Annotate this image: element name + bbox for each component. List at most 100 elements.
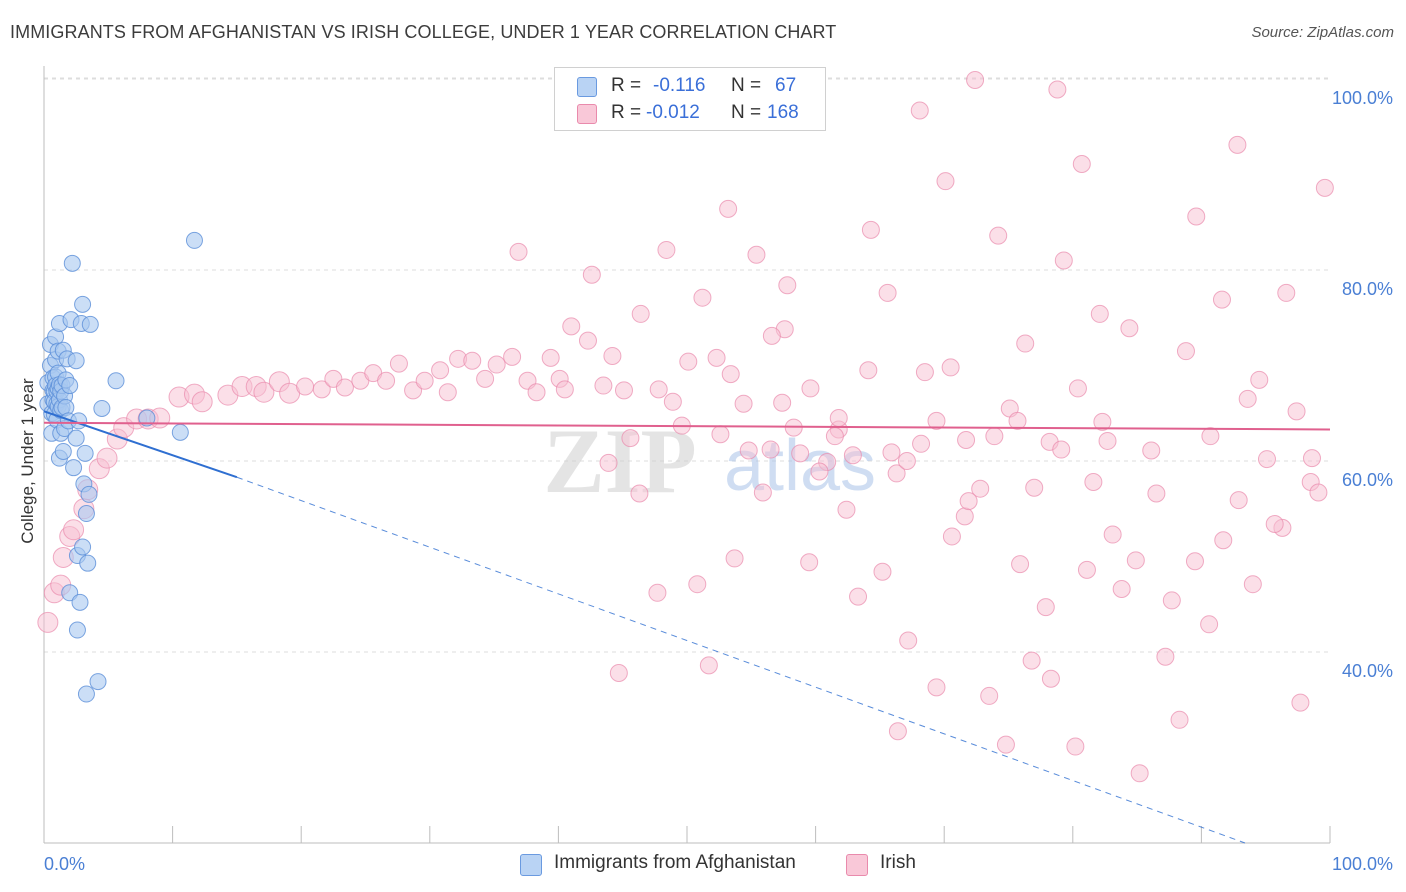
watermark: ZIP atlas (543, 410, 876, 512)
legend-n-label: N = (731, 75, 762, 96)
irish-point (1066, 737, 1085, 756)
irish-point (1243, 575, 1262, 594)
irish-point (778, 276, 797, 295)
irish-point (253, 381, 275, 403)
irish-point (599, 453, 618, 472)
irish-point (829, 409, 848, 428)
irish-point (404, 381, 423, 400)
irish-point (959, 492, 978, 511)
irish-point (957, 430, 976, 449)
irish-point (888, 722, 907, 741)
irish-point (1025, 478, 1044, 497)
irish-point (609, 664, 628, 683)
irish-point (1176, 342, 1195, 361)
irish-point (415, 371, 434, 390)
bottom-legend-swatch-blue (520, 854, 542, 876)
y-axis-label: College, Under 1 year (18, 378, 37, 544)
irish-point (791, 444, 810, 463)
irish-point (431, 361, 450, 380)
watermark-atlas: atlas (724, 426, 876, 506)
irish-point (63, 519, 85, 541)
irish-point (1142, 441, 1161, 460)
afghanistan-point (79, 554, 97, 572)
irish-point (1126, 551, 1145, 570)
irish-point (527, 383, 546, 402)
irish-point (927, 411, 946, 430)
irish-point (96, 447, 118, 469)
irish-point (463, 351, 482, 370)
irish-point (1212, 290, 1231, 309)
y-tick-label: 40.0% (1342, 661, 1393, 681)
irish-point (955, 507, 974, 526)
irish-point (878, 283, 897, 302)
irish-point (614, 381, 633, 400)
legend-row-afghanistan: R = -0.116 N = 67 (555, 75, 825, 99)
irish-point (927, 678, 946, 697)
irish-point (503, 347, 522, 366)
afghanistan-point (89, 673, 107, 691)
irish-point (825, 427, 844, 446)
legend-n-label: N = (731, 102, 762, 123)
irish-point (1068, 379, 1087, 398)
irish-point (1052, 440, 1071, 459)
irish-point (936, 172, 955, 191)
irish-point (739, 441, 758, 460)
irish-points (37, 70, 1334, 783)
irish-point (1098, 431, 1117, 450)
irish-point (648, 583, 667, 602)
irish-point (1309, 483, 1328, 502)
irish-point (734, 394, 753, 413)
irish-point (861, 220, 880, 239)
irish-point (1156, 647, 1175, 666)
x-tick-label-right: 100.0% (1332, 854, 1393, 874)
irish-point (1214, 531, 1233, 550)
afghanistan-point (80, 485, 98, 503)
irish-point (631, 304, 650, 323)
irish-point (910, 101, 929, 120)
bottom-legend-label-irish: Irish (880, 852, 916, 873)
axis-layer (43, 66, 1331, 844)
x-tick-label-left: 0.0% (44, 854, 85, 874)
irish-point (688, 575, 707, 594)
irish-point (899, 631, 918, 650)
irish-point (1187, 207, 1206, 226)
bottom-legend-label-afghanistan: Immigrants from Afghanistan (554, 852, 796, 873)
irish-point (1090, 304, 1109, 323)
irish-point (761, 440, 780, 459)
irish-point (843, 446, 862, 465)
legend-n-value: 168 (767, 102, 799, 123)
legend-r-label: R = (611, 102, 642, 123)
irish-point (707, 348, 726, 367)
source-credit: Source: ZipAtlas.com (1251, 24, 1394, 41)
irish-point (762, 326, 781, 345)
legend-swatch-pink (577, 104, 597, 124)
irish-point (191, 391, 213, 413)
irish-point (800, 553, 819, 572)
irish-point (1228, 135, 1247, 154)
irish-point (1265, 515, 1284, 534)
irish-point (980, 686, 999, 705)
irish-point (582, 265, 601, 284)
afghanistan-point (138, 409, 156, 427)
irish-point (1302, 449, 1321, 468)
irish-point (649, 380, 668, 399)
irish-point (1036, 598, 1055, 617)
irish-point (389, 354, 408, 373)
afghanistan-point (76, 444, 94, 462)
afghanistan-point (71, 593, 89, 611)
legend-row-irish: R = -0.012 N = 168 (555, 102, 825, 126)
irish-point (1287, 402, 1306, 421)
irish-point (859, 361, 878, 380)
irish-point (1250, 370, 1269, 389)
afghanistan-point (81, 315, 99, 333)
irish-point (1130, 764, 1149, 783)
irish-point (1200, 615, 1219, 634)
irish-point (1093, 412, 1112, 431)
irish-point (296, 377, 315, 396)
irish-point (1077, 560, 1096, 579)
irish-point (721, 365, 740, 384)
afghanistan-trend-extension (236, 476, 1246, 844)
irish-point (555, 380, 574, 399)
irish-point (509, 242, 528, 261)
irish-point (476, 369, 495, 388)
